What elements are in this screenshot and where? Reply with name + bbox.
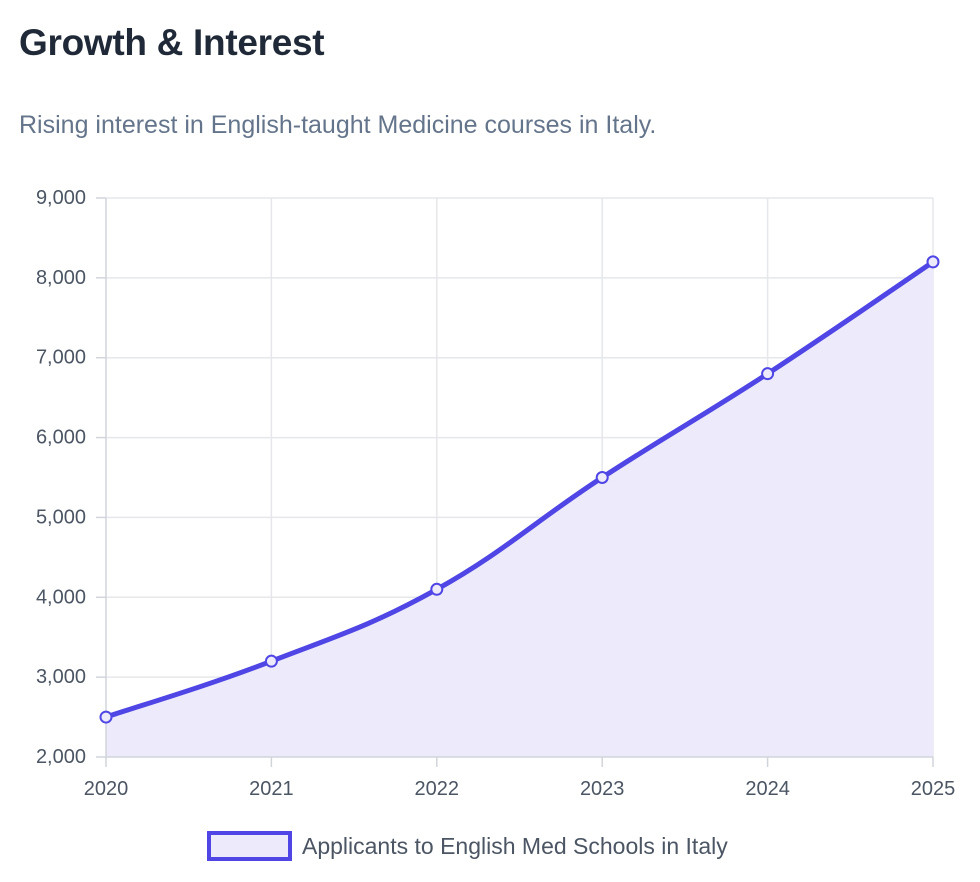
x-tick-label: 2022 [415, 778, 460, 800]
x-axis-ticks: 2020 2021 2022 2023 2024 2025 [84, 757, 956, 800]
x-tick-label: 2024 [745, 778, 790, 800]
data-point [430, 582, 444, 596]
y-tick-label: 6,000 [36, 427, 86, 449]
y-tick-label: 5,000 [36, 506, 86, 528]
data-point [99, 710, 113, 724]
data-point [264, 654, 278, 668]
data-point [595, 471, 609, 484]
x-tick-label: 2021 [249, 778, 294, 800]
chart-subtitle: Rising interest in English-taught Medici… [19, 111, 657, 139]
chart-title: Growth & Interest [19, 22, 325, 63]
y-axis-ticks: 2,000 3,000 4,000 5,000 6,000 7,000 8,000 9,000 [36, 187, 106, 768]
x-tick-label: 2023 [580, 778, 625, 800]
x-tick-label: 2025 [911, 778, 956, 800]
data-point [761, 367, 775, 381]
legend[interactable]: Applicants to English Med Schools in Ita… [207, 831, 728, 861]
y-tick-label: 8,000 [36, 267, 86, 289]
y-tick-label: 3,000 [36, 666, 86, 688]
y-tick-label: 9,000 [36, 187, 86, 209]
area-fill-layer [106, 261, 933, 757]
y-tick-label: 4,000 [36, 586, 86, 608]
series-line [103, 259, 936, 720]
y-tick-label: 2,000 [36, 746, 86, 768]
x-tick-label: 2020 [84, 778, 129, 800]
legend-swatch [207, 831, 292, 861]
data-point [926, 255, 940, 269]
legend-label: Applicants to English Med Schools in Ita… [302, 833, 728, 859]
series-line-layer [103, 259, 936, 720]
data-points [99, 255, 940, 724]
axes [105, 198, 933, 758]
y-tick-label: 7,000 [36, 347, 86, 369]
series-area [106, 261, 933, 757]
